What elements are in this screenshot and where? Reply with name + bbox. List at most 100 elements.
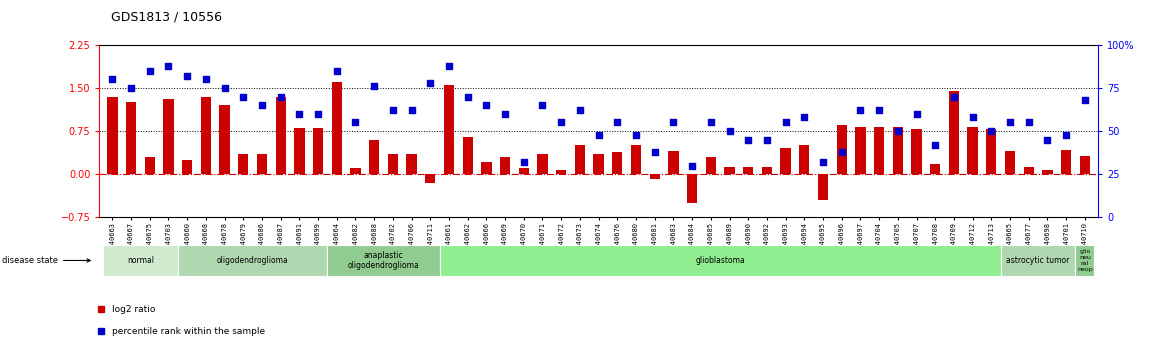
Bar [313,128,324,174]
Bar [107,97,118,174]
Point [121,85,140,91]
Bar [724,167,735,174]
Bar [126,102,137,174]
Bar [463,137,473,174]
Point [964,115,982,120]
Bar [743,167,753,174]
Bar [948,91,959,174]
Bar [649,174,660,179]
Point [627,132,646,137]
Bar [294,128,305,174]
Point [140,68,159,73]
Point [215,85,234,91]
Text: normal: normal [127,256,154,265]
Bar [327,245,439,276]
Point [589,132,607,137]
Text: percentile rank within the sample: percentile rank within the sample [111,327,265,336]
Bar [1079,156,1090,174]
Point [308,111,327,117]
Bar [687,174,697,203]
Bar [855,127,865,174]
Bar [500,157,510,174]
Bar [575,146,585,174]
Bar [164,99,174,174]
Point [477,102,495,108]
Bar [182,160,193,174]
Bar [276,97,286,174]
Bar [1023,167,1034,174]
Bar [444,85,454,174]
Point [533,102,551,108]
Point [908,111,926,117]
Point [234,94,252,99]
Bar [388,154,398,174]
Bar [556,170,566,174]
Bar [668,151,679,174]
Point [702,120,721,125]
Point [290,111,308,117]
Bar [481,161,492,174]
Bar [818,174,828,200]
Bar [780,148,791,174]
Text: anaplastic
oligodendroglioma: anaplastic oligodendroglioma [348,251,419,270]
Bar [892,127,903,174]
Point [833,149,851,155]
Point [196,77,215,82]
Point [514,159,533,165]
Bar [406,154,417,174]
Bar [201,97,211,174]
Point [683,163,702,168]
Bar [257,154,267,174]
Bar [369,140,380,174]
Point [739,137,758,142]
Text: oligodendroglioma: oligodendroglioma [217,256,288,265]
Bar [350,168,361,174]
Bar [425,174,436,183]
Text: disease state: disease state [2,256,90,265]
Point [1076,97,1094,103]
Bar [220,105,230,174]
Point [551,120,570,125]
Bar [911,129,922,174]
Point [1020,120,1038,125]
Bar [439,245,1001,276]
Bar [145,157,155,174]
Text: astrocytic tumor: astrocytic tumor [1007,256,1070,265]
Point [495,111,514,117]
Bar [519,168,529,174]
Point [420,80,439,86]
Bar [1076,245,1094,276]
Point [758,137,777,142]
Point [1057,132,1076,137]
Point [1038,137,1057,142]
Bar [762,167,772,174]
Point [814,159,833,165]
Point [402,108,420,113]
Text: glio
neu
ral
neop: glio neu ral neop [1077,249,1093,272]
Point [777,120,795,125]
Point [178,73,196,79]
Bar [631,146,641,174]
Bar [238,154,249,174]
Bar [1001,245,1076,276]
Text: log2 ratio: log2 ratio [111,305,155,314]
Bar [836,125,847,174]
Point [870,108,889,113]
Bar [612,152,623,174]
Point [271,94,290,99]
Bar [874,127,884,174]
Point [665,120,683,125]
Point [926,142,945,148]
Point [439,63,458,68]
Bar [178,245,327,276]
Point [889,128,908,134]
Point [646,149,665,155]
Bar [537,154,548,174]
Point [159,63,178,68]
Point [364,83,383,89]
Text: GDS1813 / 10556: GDS1813 / 10556 [111,10,222,23]
Bar [103,245,178,276]
Bar [1042,170,1052,174]
Bar [705,157,716,174]
Point [982,128,1001,134]
